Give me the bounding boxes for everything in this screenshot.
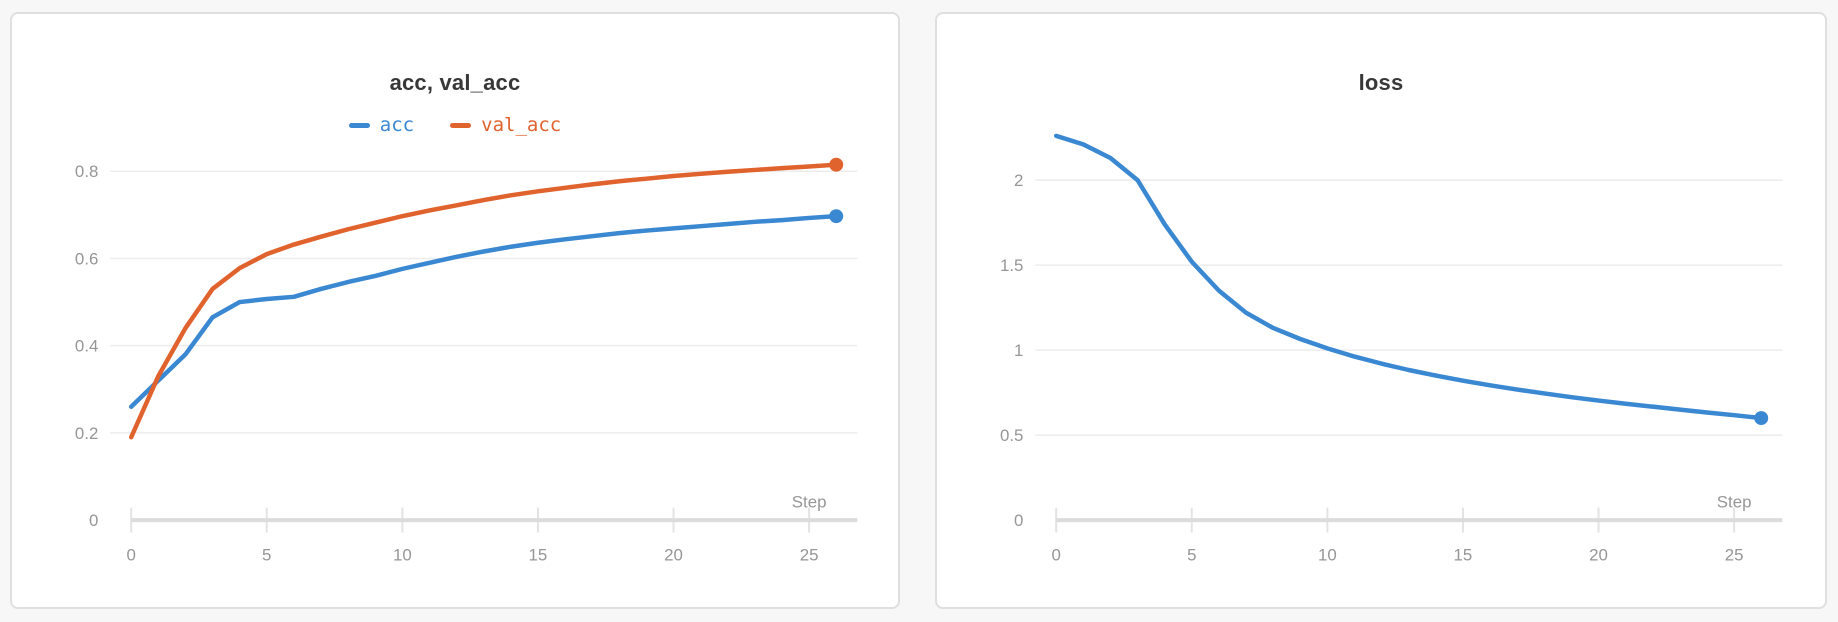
legend-dash-acc: [348, 122, 370, 128]
legend-dash-val-acc: [450, 122, 472, 128]
x-tick-label: 20: [1589, 545, 1608, 564]
x-tick-label: 0: [1051, 545, 1060, 564]
x-tick-labels: 0 5 10 15 20 25: [126, 545, 818, 564]
x-axis-title: Step: [1717, 493, 1752, 512]
chart-title-acc-val-acc: acc, val_acc: [389, 70, 521, 95]
panel-loss[interactable]: loss 0 0.5 1 1.5 2 0 5 10 15 20 25 Step: [935, 12, 1827, 609]
y-tick-label: 1.5: [1000, 256, 1023, 275]
end-marker-val_acc: [829, 157, 844, 172]
end-marker-loss: [1754, 411, 1769, 426]
series-line-acc: [128, 213, 839, 409]
x-tick-label: 15: [1454, 545, 1473, 564]
series-line-loss: [1053, 133, 1764, 421]
acc-val-acc-line-chart[interactable]: 0 0.2 0.4 0.6 0.8 0 5 10 15 20 25 Step: [12, 14, 898, 607]
y-tick-labels: 0 0.2 0.4 0.6 0.8: [75, 162, 98, 530]
y-gridlines: [110, 170, 858, 434]
x-tick-label: 10: [1318, 545, 1337, 564]
y-tick-label: 0: [1014, 511, 1023, 530]
legend-label-acc: acc: [379, 114, 415, 136]
y-gridlines: [1035, 179, 1783, 436]
legend-label-val-acc: val_acc: [481, 114, 562, 136]
y-tick-label: 0.6: [75, 249, 98, 268]
y-tick-label: 0.4: [75, 337, 98, 356]
chart-legend: acc val_acc: [12, 114, 898, 136]
y-tick-label: 2: [1014, 171, 1023, 190]
x-tick-label: 5: [262, 545, 271, 564]
y-tick-label: 1: [1014, 341, 1023, 360]
x-axis-title: Step: [792, 493, 827, 512]
x-tick-label: 25: [800, 545, 819, 564]
x-tick-label: 20: [664, 545, 683, 564]
panel-acc-val-acc[interactable]: acc, val_acc acc val_acc 0 0.2 0.4 0.6 0.8 0 5…: [10, 12, 900, 609]
y-tick-label: 0.8: [75, 162, 98, 181]
end-marker-acc: [829, 209, 844, 224]
y-tick-label: 0: [89, 511, 98, 530]
series-line-val_acc: [128, 162, 839, 440]
x-tick-labels: 0 5 10 15 20 25: [1051, 545, 1743, 564]
legend-item-acc: acc: [348, 114, 415, 136]
legend-item-val-acc: val_acc: [450, 114, 561, 136]
x-tick-label: 0: [126, 545, 135, 564]
x-tick-label: 25: [1725, 545, 1744, 564]
y-tick-label: 0.2: [75, 424, 98, 443]
y-tick-labels: 0 0.5 1 1.5 2: [1000, 171, 1023, 530]
y-tick-label: 0.5: [1000, 426, 1023, 445]
x-tick-label: 5: [1187, 545, 1196, 564]
x-tick-label: 15: [529, 545, 548, 564]
chart-title-loss: loss: [1358, 70, 1404, 95]
x-tick-label: 10: [393, 545, 412, 564]
